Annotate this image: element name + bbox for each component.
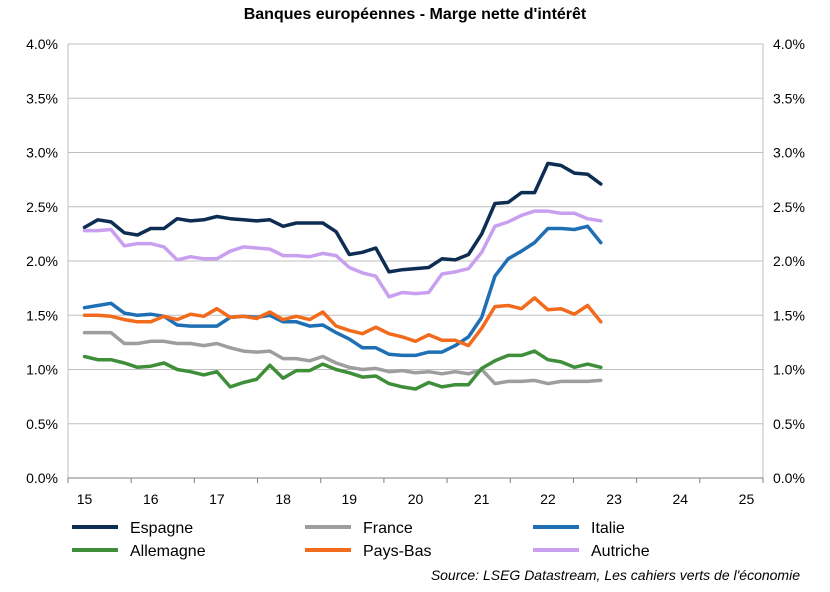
y-tick-label-left: 3.0% xyxy=(26,145,58,161)
source-note: Source: LSEG Datastream, Les cahiers ver… xyxy=(430,567,800,583)
y-tick-label-right: 3.0% xyxy=(773,145,805,161)
y-tick-label-right: 2.0% xyxy=(773,253,805,269)
y-tick-label-left: 1.0% xyxy=(26,362,58,378)
y-tick-label-left: 2.0% xyxy=(26,253,58,269)
x-tick-label: 19 xyxy=(342,491,358,507)
x-tick-label: 25 xyxy=(739,491,755,507)
series-line-autriche xyxy=(82,209,603,299)
x-tick-label: 24 xyxy=(672,491,688,507)
x-tick-label: 17 xyxy=(209,491,225,507)
y-tick-label-left: 3.5% xyxy=(26,90,58,106)
y-tick-label-right: 2.5% xyxy=(773,199,805,215)
series-line-pays-bas xyxy=(82,296,603,348)
y-tick-label-right: 0.5% xyxy=(773,416,805,432)
x-tick-label: 16 xyxy=(143,491,159,507)
legend-label-pays-bas: Pays-Bas xyxy=(363,543,431,560)
series-line-italie xyxy=(82,224,603,358)
y-tick-label-right: 0.0% xyxy=(773,470,805,486)
x-tick-label: 23 xyxy=(606,491,622,507)
chart-title: Banques européennes - Marge nette d'inté… xyxy=(243,6,587,23)
legend-label-autriche: Autriche xyxy=(591,543,650,560)
y-tick-label-left: 0.5% xyxy=(26,416,58,432)
y-tick-label-right: 1.5% xyxy=(773,307,805,323)
x-tick-label: 20 xyxy=(408,491,424,507)
x-tick-label: 18 xyxy=(275,491,291,507)
y-tick-label-left: 1.5% xyxy=(26,307,58,323)
series-line-france xyxy=(82,330,603,386)
x-tick-label: 22 xyxy=(540,491,556,507)
x-tick-label: 21 xyxy=(474,491,490,507)
y-tick-label-left: 4.0% xyxy=(26,36,58,52)
y-tick-label-right: 4.0% xyxy=(773,36,805,52)
y-tick-label-left: 0.0% xyxy=(26,470,58,486)
series-line-allemagne xyxy=(82,349,603,391)
legend-label-france: France xyxy=(363,520,413,537)
y-tick-label-left: 2.5% xyxy=(26,199,58,215)
series-line-espagne xyxy=(82,161,603,274)
legend-label-espagne: Espagne xyxy=(130,520,193,537)
y-tick-label-right: 3.5% xyxy=(773,90,805,106)
legend-label-allemagne: Allemagne xyxy=(130,543,206,560)
y-tick-label-right: 1.0% xyxy=(773,362,805,378)
x-tick-label: 15 xyxy=(77,491,93,507)
legend-label-italie: Italie xyxy=(591,520,625,537)
